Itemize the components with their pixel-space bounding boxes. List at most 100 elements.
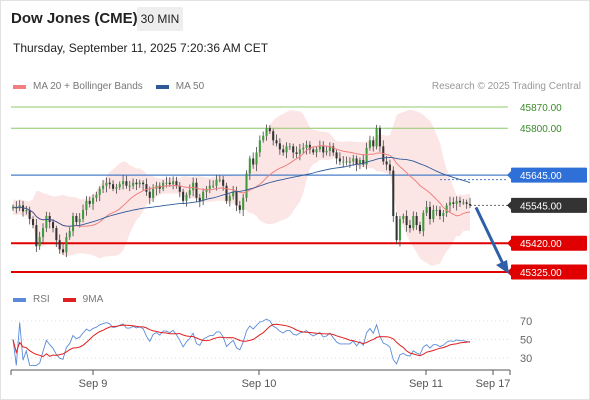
candle-body (365, 147, 368, 165)
candle-body (195, 182, 198, 198)
candle-body (238, 205, 241, 210)
credit-text: Research © 2025 Trading Central (431, 81, 581, 92)
candle-body (212, 185, 215, 187)
candle-body (152, 188, 155, 198)
legend-swatch-9ma (62, 297, 76, 302)
candle-body (128, 185, 131, 187)
candle-body (328, 146, 331, 151)
candle-body (78, 219, 81, 223)
candle-body (265, 128, 268, 136)
legend-swatch-ma20 (13, 84, 26, 89)
candle-body (385, 161, 388, 165)
candle-body (95, 194, 98, 198)
candle-body (292, 146, 295, 153)
interval-selector[interactable]: 30 MIN (137, 7, 183, 31)
price-legend: MA 20 + Bollinger Bands MA 50 (13, 81, 217, 92)
candle-body (398, 219, 401, 241)
forecast-arrow-shaft (474, 206, 506, 267)
forecast-arrow-head (496, 260, 509, 274)
candle-body (448, 202, 452, 206)
candle-body (148, 191, 151, 198)
candle-body (362, 159, 365, 165)
candle-body (55, 228, 58, 241)
level-pointer-45325.00 (507, 268, 511, 276)
candle-body (245, 173, 248, 198)
candle-body (368, 140, 371, 148)
candle-body (85, 200, 88, 210)
candle-body (45, 215, 48, 229)
candle-body (92, 197, 95, 204)
candle-body (432, 209, 435, 220)
candle-body (48, 215, 51, 223)
candle-body (68, 231, 71, 238)
candle-body (25, 209, 28, 212)
candle-body (62, 249, 65, 253)
x-tick-label-sep-9: Sep 9 (79, 378, 108, 390)
candle-body (405, 215, 408, 226)
candle-body (138, 182, 141, 185)
candle-body (192, 182, 195, 191)
candle-body (125, 181, 128, 186)
candle-body (31, 219, 35, 226)
candle-body (218, 179, 221, 181)
candle-body (115, 187, 118, 189)
candle-body (392, 170, 395, 216)
rsi-tick-70: 70 (520, 316, 532, 328)
candle-body (355, 158, 358, 165)
candle-body (135, 182, 138, 185)
candle-body (11, 206, 15, 209)
candle-body (38, 237, 41, 247)
candle-body (288, 146, 291, 148)
candle-body (352, 158, 355, 162)
candle-body (102, 185, 105, 189)
candle-body (51, 222, 55, 229)
level-label-45800.00: 45800.00 (520, 124, 562, 135)
legend-item-ma50: MA 50 (155, 81, 204, 92)
candle-body (132, 182, 135, 186)
legend-swatch-rsi (13, 297, 26, 302)
level-label-45420.00: 45420.00 (520, 239, 562, 250)
candle-body (252, 158, 255, 165)
candle-body (112, 184, 115, 189)
candle-body (378, 128, 381, 147)
candle-body (82, 209, 85, 220)
candle-body (435, 209, 438, 211)
candle-body (442, 212, 445, 216)
candle-body (142, 182, 145, 185)
x-tick-label-sep-11: Sep 11 (409, 378, 443, 390)
legend-item-ma20: MA 20 + Bollinger Bands (13, 81, 143, 92)
candle-body (258, 140, 261, 153)
level-box-45420.00 (511, 235, 587, 251)
legend-label-9ma: 9MA (82, 294, 104, 305)
candle-body (358, 159, 361, 165)
legend-swatch-ma50 (155, 84, 169, 89)
candle-body (122, 181, 125, 185)
candle-body (332, 146, 335, 153)
candle-body (462, 202, 465, 204)
candle-body (455, 200, 458, 204)
rsi-9ma-line (12, 323, 471, 358)
candle-body (422, 212, 425, 232)
candle-body (235, 191, 238, 206)
candle-body (262, 135, 265, 141)
rsi-legend: RSI 9MA (13, 294, 116, 305)
candle-body (228, 196, 231, 201)
candle-body (298, 149, 301, 154)
instrument-title: Dow Jones (CME) (11, 10, 138, 27)
level-box-45325.00 (511, 264, 587, 280)
level-pointer-45545.00 (507, 201, 511, 210)
timestamp: Thursday, September 11, 2025 7:20:36 AM … (13, 41, 269, 55)
candle-body (198, 197, 201, 201)
candle-body (425, 206, 428, 213)
candle-body (88, 200, 91, 204)
candle-body (305, 144, 308, 148)
candle-body (165, 182, 168, 184)
candle-body (202, 191, 205, 201)
level-box-45645.00 (511, 167, 587, 183)
level-box-45545.00 (511, 197, 587, 213)
candle-body (372, 140, 375, 147)
candle-body (168, 182, 171, 185)
candle-body (178, 185, 181, 192)
rsi-tick-30: 30 (520, 353, 532, 365)
